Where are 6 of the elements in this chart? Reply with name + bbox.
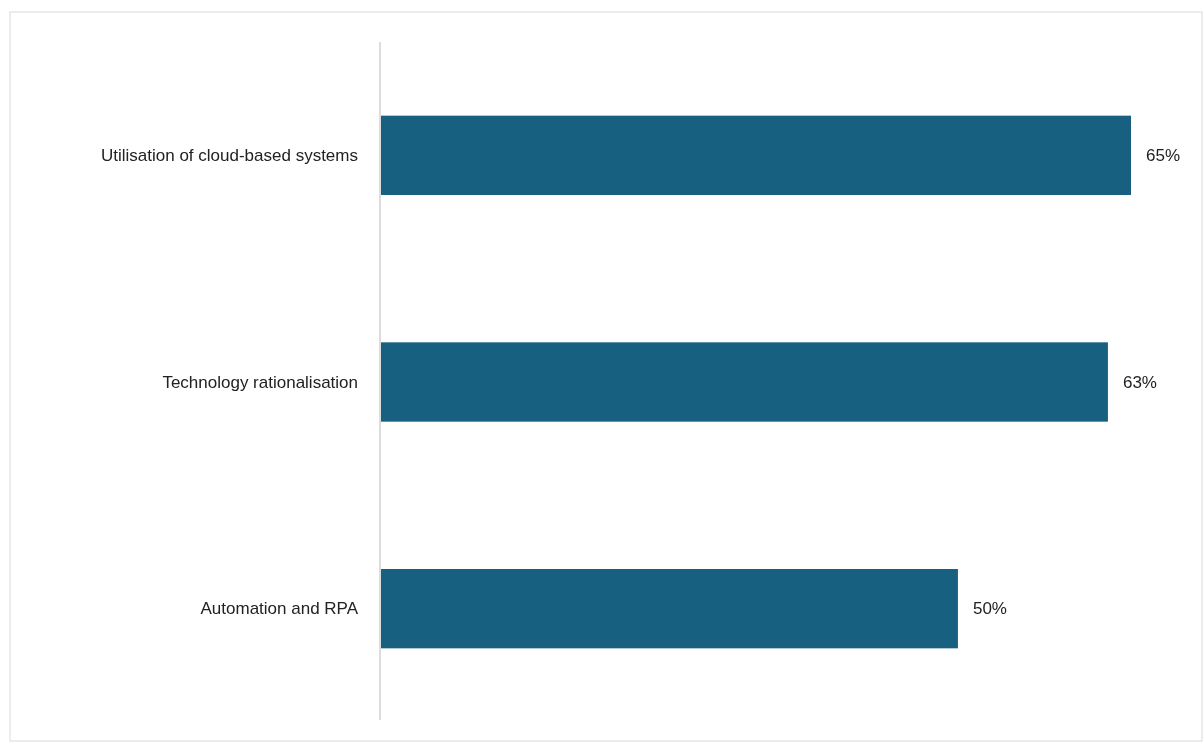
data-label: 65% [1146,145,1181,165]
y-tick-label: Utilisation of cloud-based systems [100,145,358,165]
data-label: 63% [1122,372,1157,392]
y-tick-label: Automation and RPA [200,599,359,619]
y-tick-label: Technology rationalisation [162,372,358,392]
data-label: 50% [972,599,1007,619]
